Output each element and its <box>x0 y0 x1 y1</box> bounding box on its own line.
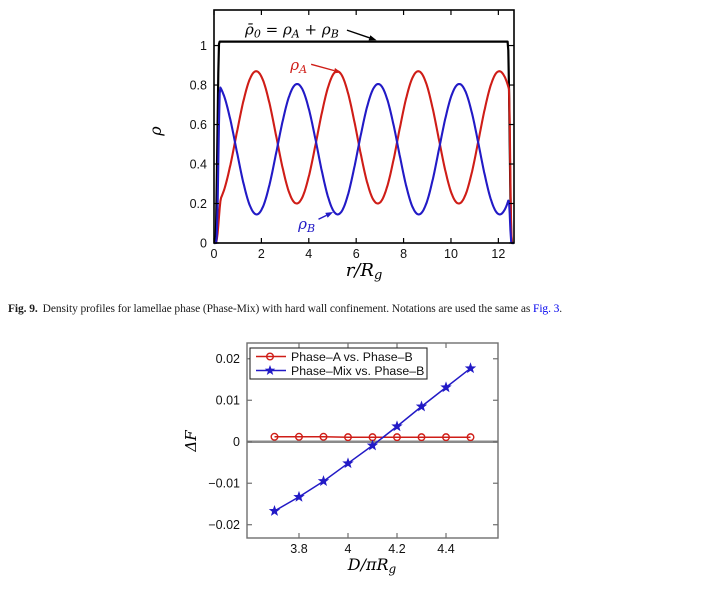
legend-circle-marker <box>266 352 275 361</box>
rho0-annotation: ρ̄0 = ρA + ρB <box>244 21 339 41</box>
phase-a-vs-phase-b-marker <box>343 433 352 442</box>
free-energy-chart: 3.8 4 4.2 4.4 −0.02 −0.01 0 0.01 0.02 Phase–A vs.… <box>182 342 499 576</box>
axes-box <box>213 9 515 244</box>
caption-figure-link[interactable]: Fig. 3 <box>533 303 560 315</box>
x-tick-label: 0 <box>211 247 218 261</box>
phase-mix-vs-phase-b-marker <box>366 439 379 451</box>
phase-mix-vs-phase-b-marker <box>268 505 281 516</box>
phase-mix-vs-phase-b-marker <box>317 475 330 487</box>
phase-mix-vs-phase-b-marker <box>342 457 354 469</box>
x-axis-label: D/πRg <box>347 555 397 576</box>
rho-A-curve <box>213 70 515 245</box>
y-tick-label: 0.8 <box>190 78 207 92</box>
y-tick-label: 0.02 <box>216 352 240 366</box>
y-tick-label: −0.02 <box>208 518 240 532</box>
phase-a-vs-phase-b-marker <box>442 433 451 442</box>
y-axis-label: ρ <box>146 126 165 137</box>
y-tick-label: 0.2 <box>190 197 207 211</box>
x-tick-label: 4 <box>305 247 312 261</box>
legend-label: Phase–Mix vs. Phase–B <box>291 364 424 378</box>
density-profile-chart: 0 2 4 6 8 10 12 0 0.2 0.4 0.6 0.8 1 ρ̄0 = ρA + ρB ρA ρB… <box>146 9 515 283</box>
x-tick-label: 4.2 <box>388 542 405 556</box>
y-axis-label: ΔF <box>182 430 200 453</box>
legend-star-marker <box>264 365 276 375</box>
rhoB-annotation: ρB <box>297 215 315 235</box>
legend-label: Phase–A vs. Phase–B <box>291 350 413 364</box>
caption-period: . <box>559 303 563 315</box>
phase-a-vs-phase-b-marker <box>393 433 402 442</box>
x-tick-label: 8 <box>400 247 407 261</box>
phase-mix-vs-phase-b-marker <box>415 400 428 412</box>
annotation-arrow-head <box>325 211 334 218</box>
phase-mix-vs-phase-b-marker <box>464 362 477 374</box>
x-tick-label: 6 <box>353 247 360 261</box>
x-tick-label: 3.8 <box>290 542 307 556</box>
rho-B-curve <box>213 82 515 245</box>
phase-a-vs-phase-b-marker <box>319 432 328 441</box>
annotation-arrow-line <box>346 29 370 39</box>
axes-box <box>246 342 499 539</box>
x-tick-label: 12 <box>491 247 505 261</box>
rho-0-total-curve <box>213 40 515 245</box>
phase-a-vs-phase-b-marker <box>466 433 475 442</box>
phase-a-vs-phase-b-marker <box>294 432 303 441</box>
caption-text: Density profiles for lamellae phase (Pha… <box>42 303 534 315</box>
x-tick-label: 4.4 <box>437 542 454 556</box>
y-tick-label: 0.01 <box>216 394 240 408</box>
annotation-arrow-head <box>368 35 377 41</box>
phase-mix-vs-phase-b-marker <box>391 420 403 432</box>
figure-caption: Fig. 9. Density profiles for lamellae pha… <box>8 302 712 318</box>
x-tick-label: 4 <box>345 542 352 556</box>
x-tick-label: 2 <box>258 247 265 261</box>
y-tick-label: 0 <box>200 236 207 250</box>
y-tick-label: 0 <box>233 435 240 449</box>
phase-a-vs-phase-b-marker <box>270 432 279 441</box>
rhoA-annotation: ρA <box>289 56 307 76</box>
phase-a-vs-phase-b-marker <box>417 433 426 442</box>
phase-mix-vs-phase-b-marker <box>293 490 305 502</box>
phase-mix-vs-phase-b-marker <box>440 381 452 393</box>
y-tick-label: 0.4 <box>190 157 207 171</box>
annotation-arrow-head <box>333 68 342 74</box>
annotation-arrow-line <box>318 214 327 220</box>
annotation-arrow-line <box>310 63 335 72</box>
caption-figure-label: Fig. 9. <box>8 303 38 315</box>
x-tick-label: 10 <box>444 247 458 261</box>
y-tick-label: 1 <box>200 39 207 53</box>
legend-box <box>249 347 428 380</box>
x-axis-label: r/Rg <box>346 260 383 283</box>
y-tick-label: −0.01 <box>208 477 240 491</box>
y-tick-label: 0.6 <box>190 118 207 132</box>
